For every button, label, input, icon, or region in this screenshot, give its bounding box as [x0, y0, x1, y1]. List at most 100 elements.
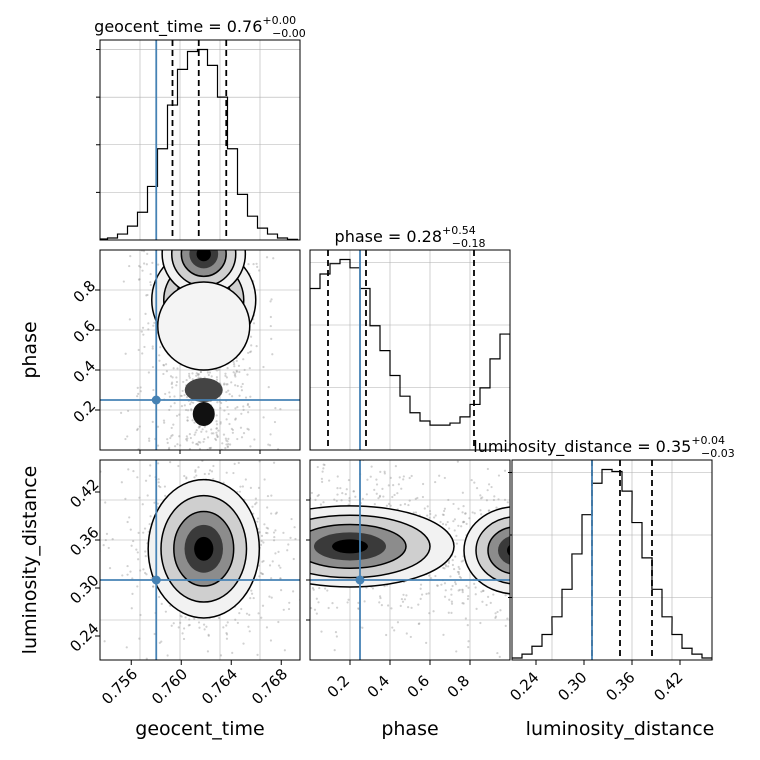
sample-point: [149, 515, 152, 518]
sample-point: [316, 465, 319, 469]
sample-point: [474, 586, 477, 589]
sample-point: [253, 438, 256, 441]
histogram-bin: [602, 470, 612, 660]
sample-point: [143, 673, 145, 675]
sample-point: [314, 455, 316, 457]
sample-point: [170, 624, 173, 627]
sample-point: [365, 493, 368, 496]
sample-point: [294, 537, 297, 541]
sample-point: [496, 651, 499, 655]
sample-point: [149, 283, 152, 287]
sample-point: [203, 472, 206, 476]
sample-point: [270, 337, 273, 340]
sample-point: [179, 621, 182, 624]
sample-point: [444, 563, 447, 566]
sample-point: [209, 446, 213, 449]
sample-point: [453, 529, 456, 532]
sample-point: [443, 567, 446, 570]
sample-point: [141, 326, 145, 329]
sample-point: [146, 293, 149, 297]
sample-point: [197, 376, 200, 379]
sample-point: [181, 389, 184, 393]
sample-point: [225, 376, 228, 379]
sample-point: [385, 633, 388, 637]
x-tick-label: 0.6: [404, 672, 434, 702]
sample-point: [180, 615, 183, 618]
sample-point: [169, 375, 173, 378]
sample-point: [166, 654, 169, 657]
histogram-bin: [592, 483, 602, 660]
sample-point: [232, 360, 235, 364]
sample-point: [137, 531, 140, 534]
sample-point: [185, 378, 188, 382]
sample-point: [146, 252, 149, 256]
sample-point: [215, 369, 219, 372]
sample-point: [418, 622, 421, 625]
sample-point: [177, 464, 180, 468]
sample-point: [136, 442, 138, 444]
sample-point: [172, 443, 174, 445]
sample-point: [242, 432, 246, 435]
sample-point: [283, 649, 286, 652]
sample-point: [201, 428, 204, 431]
histogram-bin: [552, 617, 562, 660]
sample-point: [440, 583, 443, 586]
sample-point: [354, 495, 357, 498]
sample-point: [249, 335, 253, 338]
sample-point: [196, 372, 200, 376]
sample-point: [142, 250, 146, 253]
sample-point: [182, 627, 186, 630]
sample-point: [466, 597, 470, 601]
sample-point: [162, 372, 165, 376]
sample-point: [316, 494, 319, 498]
sample-point: [158, 359, 161, 362]
sample-point: [230, 381, 233, 384]
histogram-bin: [390, 375, 400, 450]
histogram-bin: [682, 648, 692, 660]
sample-point: [139, 613, 142, 617]
sample-point: [82, 256, 84, 258]
sample-point: [143, 527, 147, 530]
sample-point: [149, 464, 152, 467]
sample-point: [420, 593, 424, 596]
sample-point: [252, 596, 255, 600]
sample-point: [503, 498, 507, 501]
sample-point: [108, 566, 112, 570]
sample-point: [183, 404, 186, 407]
histogram-bin: [380, 351, 390, 450]
sample-point: [68, 472, 70, 474]
sample-point: [236, 621, 239, 625]
sample-point: [268, 444, 272, 447]
sample-point: [348, 499, 351, 502]
sample-point: [401, 600, 405, 603]
sample-point: [270, 512, 273, 515]
sample-point: [137, 392, 140, 396]
sample-point: [352, 490, 355, 493]
sample-point: [408, 499, 411, 502]
sample-point: [180, 394, 183, 398]
sample-point: [320, 630, 323, 633]
axes-frame: [99, 459, 301, 661]
sample-point: [378, 595, 382, 598]
sample-point: [445, 565, 448, 568]
sample-point: [402, 593, 405, 596]
sample-point: [454, 583, 457, 586]
sample-point: [250, 589, 253, 592]
x-tick-label: 0.42: [650, 668, 686, 704]
sample-point: [160, 602, 163, 606]
sample-point: [417, 603, 420, 606]
sample-point: [279, 577, 282, 580]
sample-point: [426, 514, 429, 517]
sample-point: [259, 571, 263, 575]
sample-point: [144, 555, 147, 558]
sample-point: [188, 372, 191, 375]
sample-point: [270, 596, 273, 599]
sample-point: [128, 318, 131, 321]
sample-point: [494, 612, 497, 615]
panel-2: luminosity_distance = 0.35+0.04 −0.03: [473, 434, 735, 661]
sample-point: [473, 481, 476, 484]
sample-point: [458, 575, 461, 578]
sample-point: [158, 354, 161, 357]
sample-point: [335, 499, 338, 503]
sample-point: [465, 584, 468, 588]
